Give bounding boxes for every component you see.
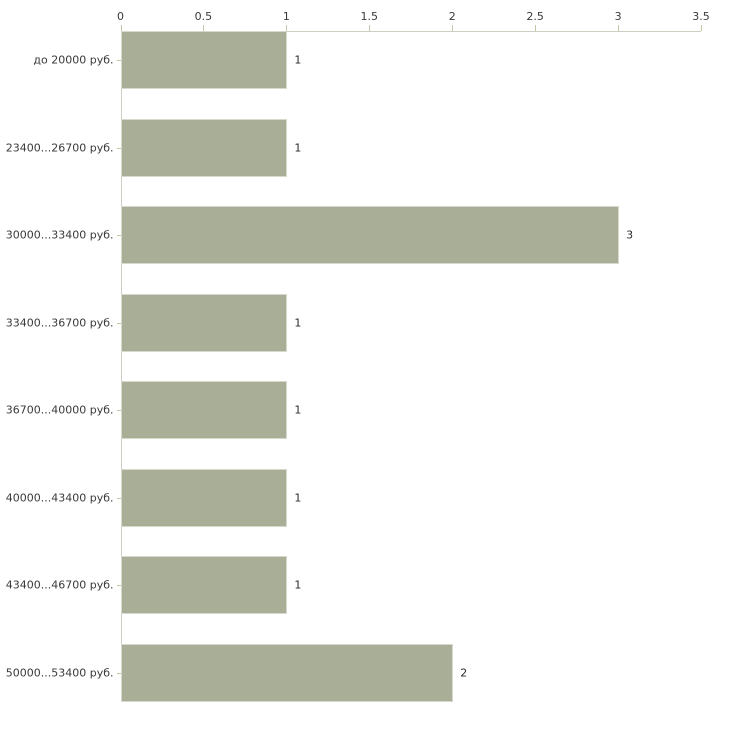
category-label: 33400...36700 руб. xyxy=(5,316,114,329)
x-axis-tick-label: 3.5 xyxy=(692,10,710,23)
category-label: 30000...33400 руб. xyxy=(5,228,114,242)
y-axis-tick xyxy=(116,147,121,149)
y-axis-tick xyxy=(116,322,121,324)
category-label: 36700...40000 руб. xyxy=(5,403,114,417)
y-axis-line xyxy=(120,31,122,702)
bar-value-label: 3 xyxy=(626,228,634,242)
x-axis-tick-label: 0 xyxy=(117,10,124,23)
x-axis-tick xyxy=(535,25,537,31)
x-axis-tick-label: 3 xyxy=(614,10,622,23)
x-axis-tick-label: 1 xyxy=(282,10,290,23)
x-axis-tick-label: 1.5 xyxy=(360,10,379,23)
x-axis-tick xyxy=(369,25,371,31)
x-axis-tick xyxy=(120,25,122,31)
bar xyxy=(121,118,287,177)
x-axis-tick-label: 2.5 xyxy=(526,10,544,23)
bar xyxy=(121,381,287,439)
bar xyxy=(121,31,287,89)
bar-value-label: 1 xyxy=(294,316,302,329)
x-axis-tick xyxy=(618,25,620,31)
y-axis-tick xyxy=(116,585,121,586)
y-axis-tick xyxy=(116,410,121,411)
x-axis-tick xyxy=(701,25,702,31)
x-axis-tick xyxy=(452,25,454,31)
y-axis-tick xyxy=(116,497,121,499)
bar-value-label: 1 xyxy=(294,403,302,417)
y-axis-tick xyxy=(116,235,121,236)
bar-value-label: 1 xyxy=(294,491,302,504)
x-axis-tick-label: 2 xyxy=(448,10,456,23)
category-label: 23400...26700 руб. xyxy=(5,141,114,154)
x-axis-tick-label: 0.5 xyxy=(194,10,213,23)
bar xyxy=(121,293,287,352)
x-axis-tick xyxy=(286,25,288,31)
category-label: 40000...43400 руб. xyxy=(5,491,114,504)
category-label: 50000...53400 руб. xyxy=(5,666,114,679)
y-axis-tick xyxy=(116,60,121,61)
bar xyxy=(121,206,619,264)
x-axis-tick xyxy=(203,25,205,31)
bar-value-label: 1 xyxy=(294,141,302,154)
bar xyxy=(121,468,287,527)
bar-value-label: 1 xyxy=(294,53,302,67)
bar xyxy=(121,556,287,614)
category-label: до 20000 руб. xyxy=(33,53,114,67)
category-label: 43400...46700 руб. xyxy=(5,578,114,592)
bar-value-label: 2 xyxy=(460,666,468,679)
y-axis-tick xyxy=(116,672,121,674)
bar-value-label: 1 xyxy=(294,578,302,592)
x-axis-line xyxy=(120,31,701,32)
bar xyxy=(121,643,453,702)
